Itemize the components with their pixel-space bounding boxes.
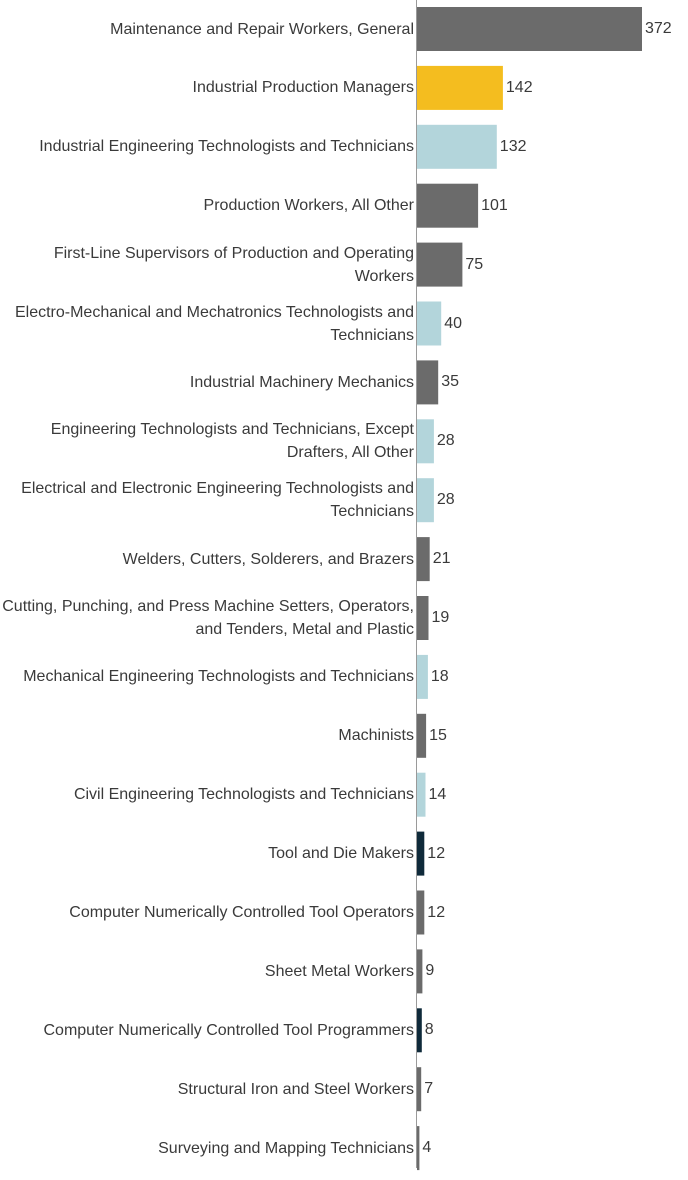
category-label: Industrial Production Managers <box>192 79 414 97</box>
bar <box>417 713 427 758</box>
bar <box>417 124 497 169</box>
category-label: Maintenance and Repair Workers, General <box>110 20 414 38</box>
category-label: Industrial Machinery Mechanics <box>189 373 414 391</box>
bar <box>417 7 642 51</box>
bar <box>417 831 425 876</box>
data-label: 18 <box>430 667 449 685</box>
category-label: First-Line Supervisors of Production and… <box>53 244 414 285</box>
category-label: Production Workers, All Other <box>203 197 414 215</box>
data-label: 9 <box>425 962 435 980</box>
data-label: 132 <box>499 137 527 155</box>
bar <box>417 949 423 994</box>
category-label: Industrial Engineering Technologists and… <box>39 138 414 156</box>
bar <box>417 360 439 405</box>
bar <box>417 654 428 699</box>
category-label: Tool and Die Makers <box>268 845 414 863</box>
bar <box>417 1008 422 1053</box>
category-label: Cutting, Punching, and Press Machine Set… <box>2 598 414 638</box>
bar <box>417 301 442 346</box>
data-label: 40 <box>444 314 462 332</box>
data-label: 28 <box>436 432 455 450</box>
category-label: Electro-Mechanical and Mechatronics Tech… <box>14 303 414 344</box>
category-label: Engineering Technologists and Technician… <box>50 421 414 462</box>
data-label: 8 <box>424 1021 434 1039</box>
data-label: 101 <box>481 196 508 214</box>
data-label: 15 <box>429 726 447 744</box>
bar <box>417 478 434 523</box>
category-label: Surveying and Mapping Technicians <box>158 1139 414 1157</box>
bar <box>417 183 479 228</box>
data-label: 142 <box>505 78 533 96</box>
data-label: 19 <box>431 609 450 626</box>
category-label: Welders, Cutters, Solderers, and Brazers <box>122 550 414 568</box>
data-label: 28 <box>436 491 455 509</box>
category-label: Electrical and Electronic Engineering Te… <box>21 480 414 521</box>
category-label: Civil Engineering Technologists and Tech… <box>73 786 414 804</box>
bar <box>417 772 426 817</box>
bar <box>417 419 434 464</box>
category-label: Sheet Metal Workers <box>264 962 414 980</box>
data-label: 372 <box>645 20 672 37</box>
bar <box>417 596 429 640</box>
bar <box>417 1067 422 1112</box>
data-label: 7 <box>424 1080 434 1098</box>
data-label: 35 <box>441 373 459 391</box>
data-label: 14 <box>428 785 447 803</box>
category-label: Mechanical Engineering Technologists and… <box>23 668 414 686</box>
data-label: 12 <box>427 844 446 862</box>
bar <box>417 1126 420 1171</box>
data-label: 21 <box>432 550 451 568</box>
bar <box>417 65 503 110</box>
bar <box>417 890 425 935</box>
data-label: 75 <box>465 255 484 273</box>
data-label: 4 <box>422 1139 432 1157</box>
bar <box>417 537 430 582</box>
category-label: Structural Iron and Steel Workers <box>177 1080 414 1098</box>
bar <box>417 242 463 287</box>
category-label: Computer Numerically Controlled Tool Ope… <box>69 904 414 921</box>
data-label: 12 <box>427 903 446 921</box>
category-label: Computer Numerically Controlled Tool Pro… <box>43 1021 415 1039</box>
category-label: Machinists <box>338 727 414 745</box>
